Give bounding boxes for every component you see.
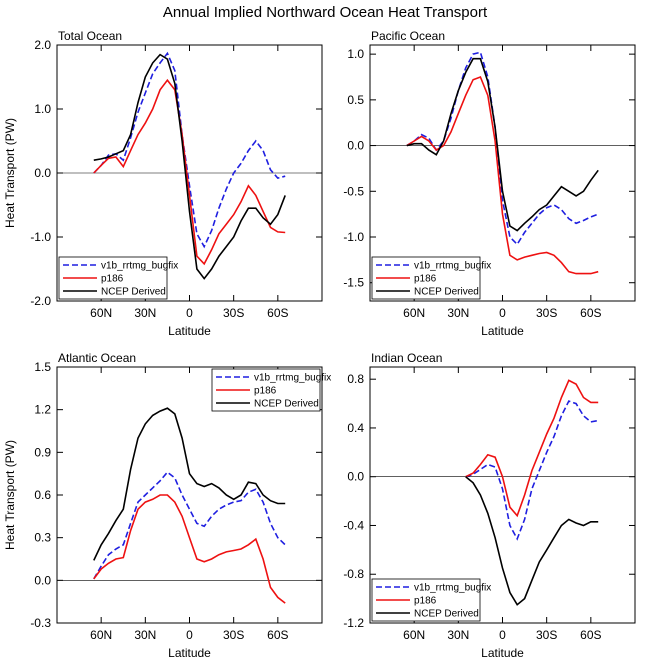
series-line-ncep-derived [406, 57, 599, 232]
x-axis-label: Latitude [481, 324, 524, 338]
series-line-v1b_rrtmg_bugfix [406, 51, 599, 246]
y-tick-label: -1.5 [343, 276, 364, 290]
legend: v1b_rrtmg_bugfix p186 NCEP Derived [371, 256, 491, 300]
x-tick-label: 0 [186, 306, 193, 320]
y-tick-label: 1.0 [347, 47, 364, 61]
y-tick-label: 0.9 [34, 445, 51, 459]
y-tick-label: 2.0 [34, 38, 51, 52]
legend-label: v1b_rrtmg_bugfix [414, 583, 491, 594]
x-axis-label: Latitude [168, 646, 211, 660]
legend-label: v1b_rrtmg_bugfix [254, 373, 331, 384]
x-tick-label: 30N [447, 628, 469, 642]
series-line-ncep-derived [93, 53, 286, 280]
x-tick-label: 0 [499, 628, 506, 642]
legend-label: p186 [101, 274, 124, 285]
y-tick-label: 0.8 [347, 372, 364, 386]
x-tick-label: 60S [267, 628, 288, 642]
y-tick-label: 0.0 [347, 470, 364, 484]
x-tick-label: 30S [536, 306, 557, 320]
legend: v1b_rrtmg_bugfix p186 NCEP Derived [211, 368, 331, 412]
y-tick-label: -2.0 [30, 294, 51, 308]
x-tick-label: 30N [447, 306, 469, 320]
figure-title: Annual Implied Northward Ocean Heat Tran… [162, 4, 488, 21]
series-line-v1b_rrtmg_bugfix [93, 51, 286, 249]
x-tick-label: 60S [580, 628, 601, 642]
x-tick-label: 60N [403, 628, 425, 642]
y-tick-label: 1.5 [34, 360, 51, 374]
y-tick-label: 0.4 [347, 421, 364, 435]
legend-label: NCEP Derived [101, 287, 166, 298]
y-tick-label: 0.5 [347, 93, 364, 107]
y-tick-label: -0.3 [30, 616, 51, 630]
panel-total-ocean: 60N 30N 0 30S 60S 2.0 1.0 0.0 -1.0 -2.0 Total Ocea… [3, 29, 323, 338]
x-tick-label: 30N [134, 306, 156, 320]
legend-label: NCEP Derived [254, 399, 319, 410]
legend: v1b_rrtmg_bugfix p186 NCEP Derived [58, 256, 178, 300]
y-axis-label: Heat Transport (PW) [3, 118, 17, 228]
y-tick-label: 0.6 [34, 488, 51, 502]
legend-label: NCEP Derived [414, 609, 479, 620]
y-tick-label: -0.8 [343, 567, 364, 581]
panel-indian-ocean: 60N 30N 0 30S 60S 0.8 0.4 0.0 -0.4 -0.8 -1.2 Indian… [343, 351, 636, 660]
y-tick-label: -1.0 [343, 230, 364, 244]
legend-label: p186 [254, 386, 277, 397]
x-tick-label: 30N [134, 628, 156, 642]
legend-label: v1b_rrtmg_bugfix [414, 261, 491, 272]
series-line-p186 [406, 75, 599, 275]
x-tick-label: 60N [90, 306, 112, 320]
legend-box [371, 578, 481, 622]
legend-label: NCEP Derived [414, 287, 479, 298]
y-tick-label: 1.0 [34, 102, 51, 116]
series-line-p186 [93, 78, 286, 266]
x-axis-label: Latitude [168, 324, 211, 338]
series-line-p186 [465, 379, 599, 518]
y-axis-label: Heat Transport (PW) [3, 440, 17, 550]
y-tick-label: 0.3 [34, 531, 51, 545]
y-tick-label: 0.0 [34, 166, 51, 180]
series-line-v1b_rrtmg_bugfix [93, 471, 286, 580]
panel-title: Pacific Ocean [371, 29, 445, 43]
panel-atlantic-ocean: 60N 30N 0 30S 60S 1.5 1.2 0.9 0.6 0.3 0.0 -0.3 Atlan… [3, 351, 331, 660]
panel-title: Total Ocean [58, 29, 122, 43]
x-tick-label: 30S [223, 628, 244, 642]
x-tick-label: 60N [403, 306, 425, 320]
series-line-v1b_rrtmg_bugfix [465, 400, 599, 541]
x-tick-label: 30S [536, 628, 557, 642]
legend-label: v1b_rrtmg_bugfix [101, 261, 178, 272]
panel-title: Atlantic Ocean [58, 351, 136, 365]
x-tick-label: 60N [90, 628, 112, 642]
y-tick-label: -1.0 [30, 230, 51, 244]
x-tick-label: 60S [580, 306, 601, 320]
panel-title: Indian Ocean [371, 351, 442, 365]
x-tick-label: 60S [267, 306, 288, 320]
panel-pacific-ocean: 60N 30N 0 30S 60S 1.0 0.5 0.0 -0.5 -1.0 -1.5 Pacifi… [343, 29, 636, 338]
x-axis-label: Latitude [481, 646, 524, 660]
y-tick-label: -1.2 [343, 616, 364, 630]
x-tick-label: 30S [223, 306, 244, 320]
legend-label: p186 [414, 596, 437, 607]
y-tick-label: -0.5 [343, 184, 364, 198]
y-tick-label: 0.0 [347, 139, 364, 153]
y-tick-label: 1.2 [34, 403, 51, 417]
legend: v1b_rrtmg_bugfix p186 NCEP Derived [371, 578, 491, 622]
legend-label: p186 [414, 274, 437, 285]
x-tick-label: 0 [499, 306, 506, 320]
y-tick-label: -0.4 [343, 518, 364, 532]
series-line-ncep-derived [93, 407, 286, 561]
series-line-p186 [93, 494, 286, 604]
y-tick-label: 0.0 [34, 573, 51, 587]
series-line-ncep-derived [465, 476, 599, 606]
x-tick-label: 0 [186, 628, 193, 642]
